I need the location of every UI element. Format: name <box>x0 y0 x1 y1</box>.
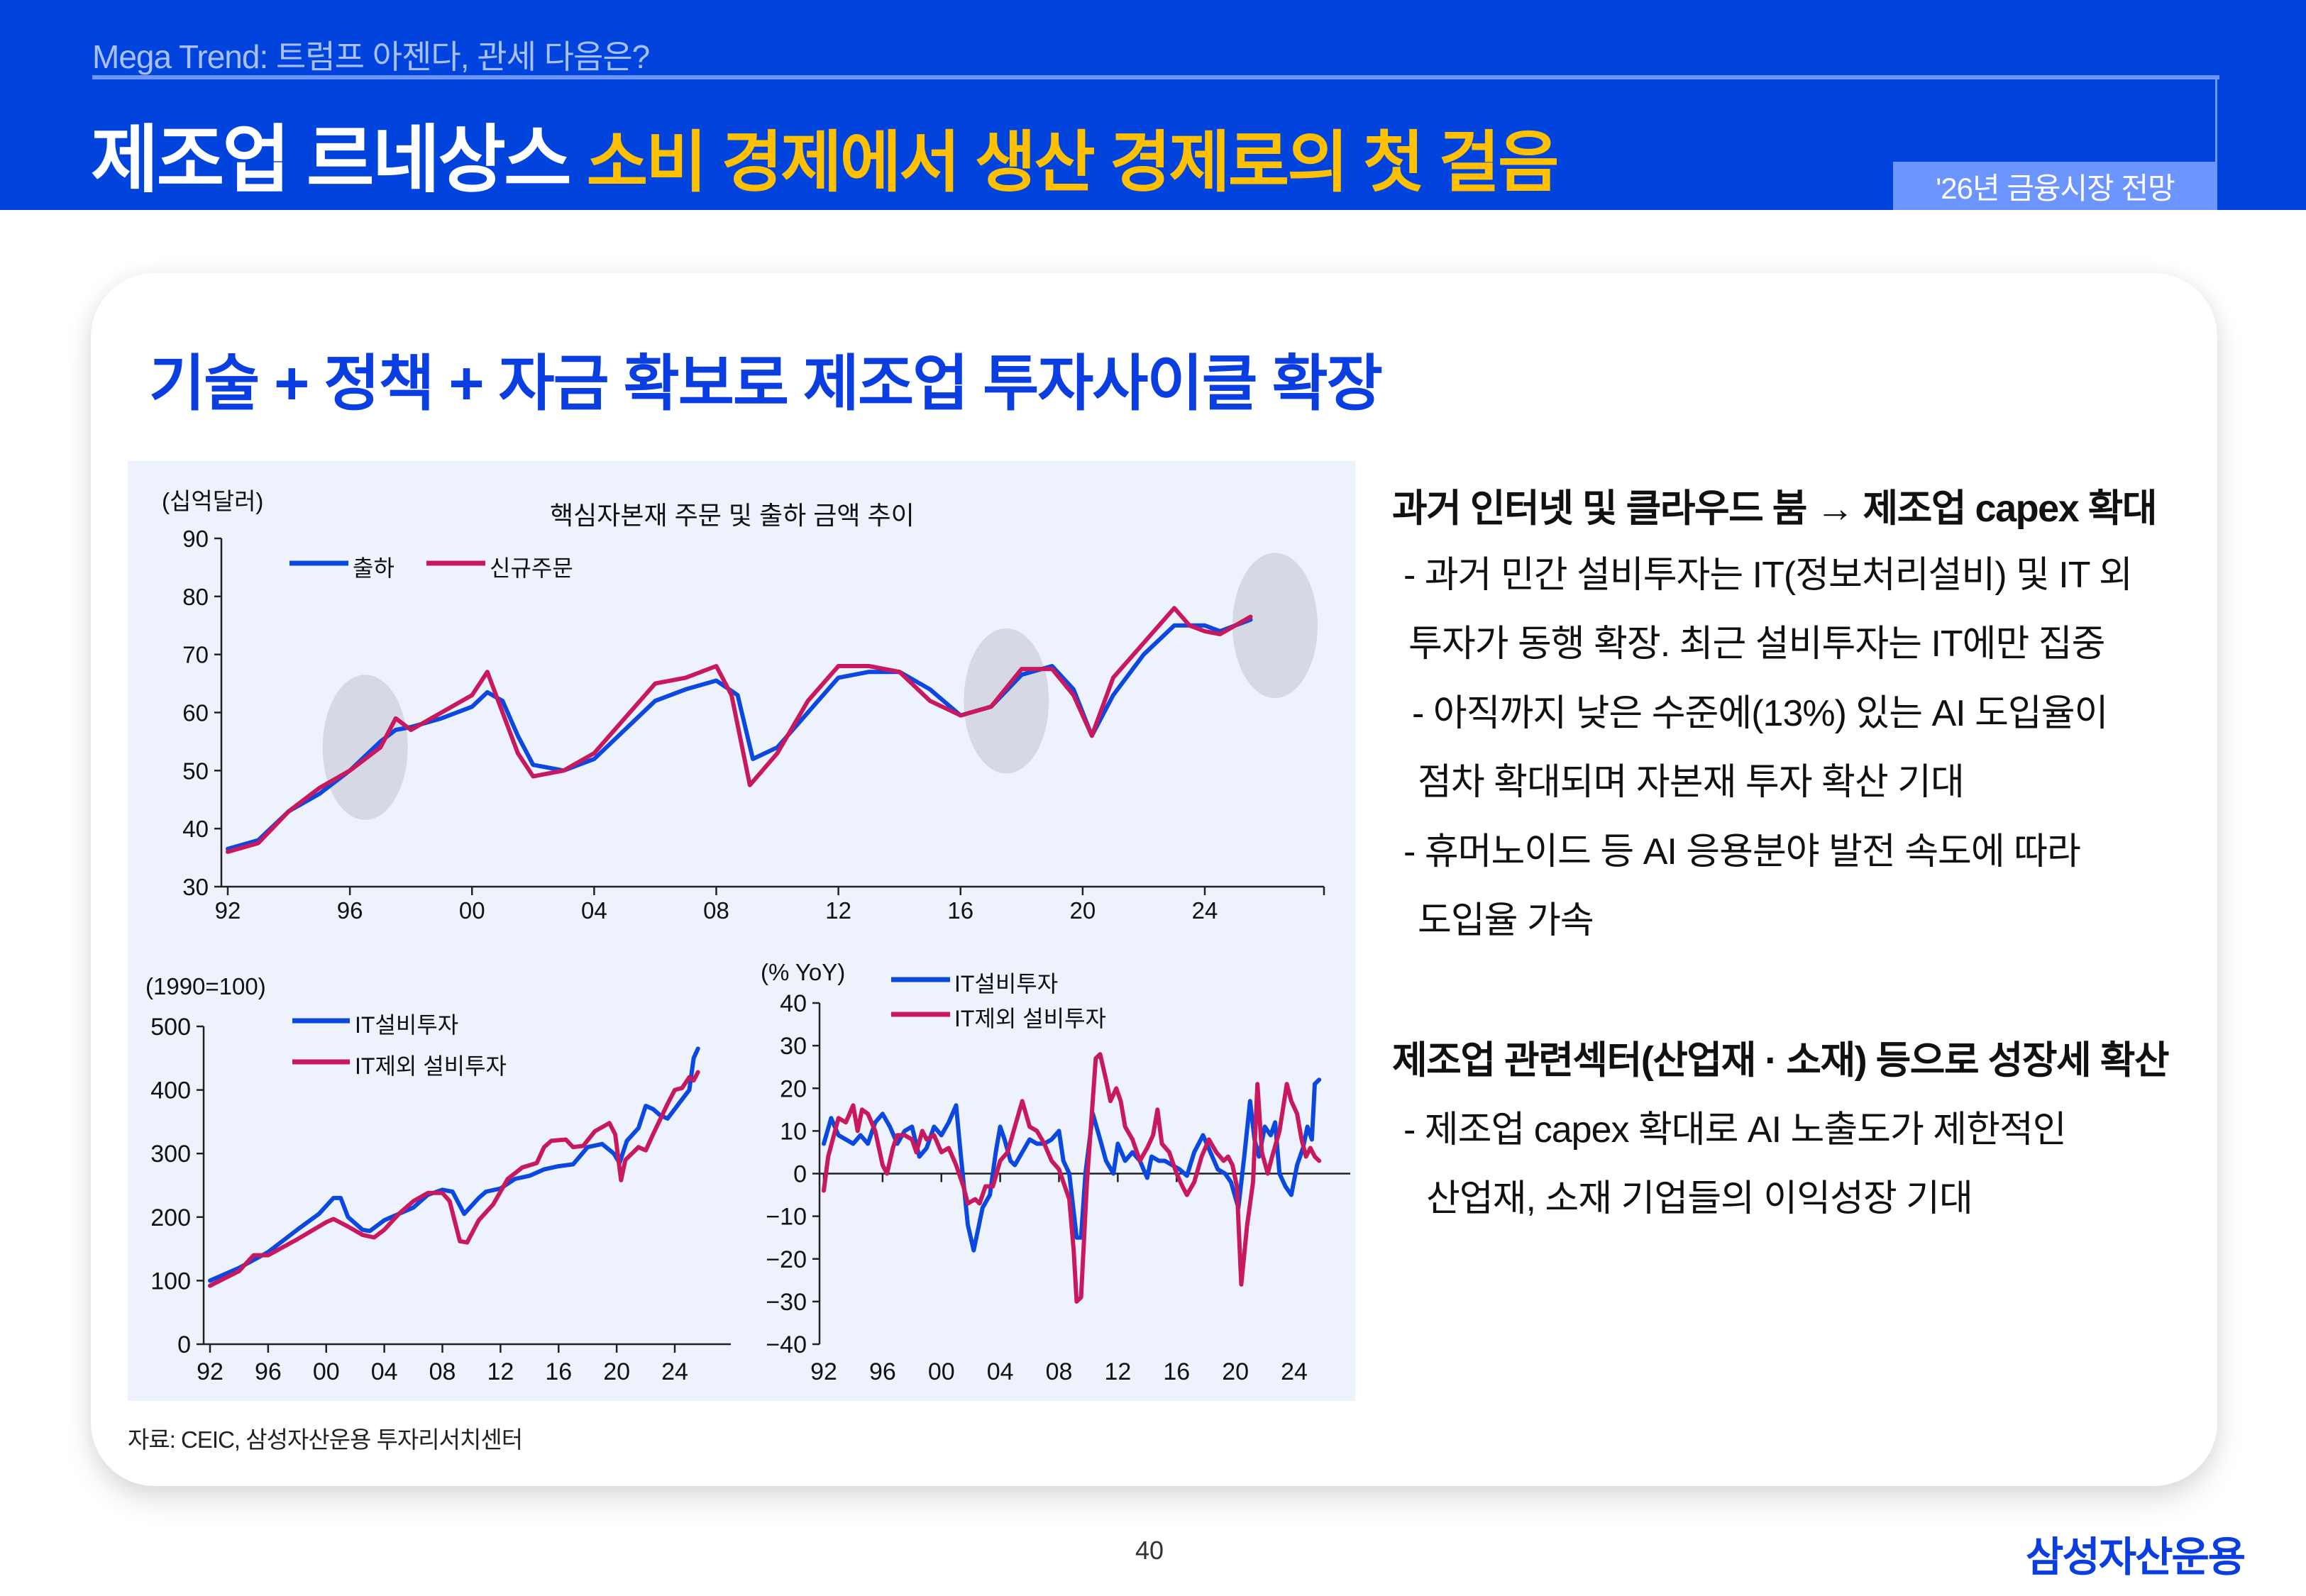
source-note: 자료: CEIC, 삼성자산운용 투자리서치센터 <box>128 1426 523 1453</box>
chart3-legend-it: IT설비투자 <box>954 971 1059 997</box>
bullet-line: 산업재, 소재 기업들의 이익성장 기대 <box>1426 1178 1973 1219</box>
header-divider-vertical <box>2215 75 2217 167</box>
chart1-legend-shipments: 출하 <box>353 555 395 581</box>
outlook-badge: '26년 금융시장 전망 <box>1893 162 2217 210</box>
chart1-unit-label: (십억달러) <box>162 488 264 514</box>
chart2-legend-it: IT설비투자 <box>355 1012 459 1038</box>
bullet-line: 도입율 가속 <box>1418 900 1594 941</box>
page-title-main: 제조업 르네상스 <box>91 119 572 201</box>
chart2-legend-non-it: IT제외 설비투자 <box>355 1053 507 1079</box>
page-title: 제조업 르네상스 소비 경제에서 생산 경제로의 첫 걸음 <box>91 99 1560 206</box>
page-number: 40 <box>1135 1536 1164 1565</box>
bullet-line: 점차 확대되며 자본재 투자 확산 기대 <box>1418 762 1965 803</box>
page-title-sub: 소비 경제에서 생산 경제로의 첫 걸음 <box>586 125 1560 199</box>
bullet-line: - 과거 민간 설비투자는 IT(정보처리설비) 및 IT 외 <box>1403 555 2133 596</box>
chart3-legend-non-it: IT제외 설비투자 <box>954 1006 1106 1031</box>
card-title: 기술 + 정책 + 자금 확보로 제조업 투자사이클 확장 <box>149 350 1383 418</box>
bullet-line: 투자가 동행 확장. 최근 설비투자는 IT에만 집중 <box>1408 624 2105 665</box>
company-logo: 삼성자산운용 <box>2026 1534 2246 1580</box>
bullet-line: - 아직까지 낮은 수준에(13%) 있는 AI 도입율이 <box>1412 693 2108 734</box>
chart2-unit-label: (1990=100) <box>145 973 266 999</box>
section-kicker: Mega Trend: 트럼프 아젠다, 관세 다음은? <box>92 38 650 75</box>
bullet-line: - 제조업 capex 확대로 AI 노출도가 제한적인 <box>1403 1109 2067 1151</box>
chart1-title: 핵심자본재 주문 및 출하 금액 추이 <box>550 501 915 530</box>
chart1-legend-orders: 신규주문 <box>490 555 573 581</box>
header-divider <box>92 75 2219 79</box>
chart-panel <box>128 461 1355 1401</box>
bullet-heading-2: 제조업 관련섹터(산업재 · 소재) 등으로 성장세 확산 <box>1392 1039 2170 1082</box>
bullet-line: - 휴머노이드 등 AI 응용분야 발전 속도에 따라 <box>1403 831 2081 872</box>
bullet-heading-1: 과거 인터넷 및 클라우드 붐 → 제조업 capex 확대 <box>1392 487 2158 530</box>
chart3-unit-label: (% YoY) <box>761 959 846 985</box>
